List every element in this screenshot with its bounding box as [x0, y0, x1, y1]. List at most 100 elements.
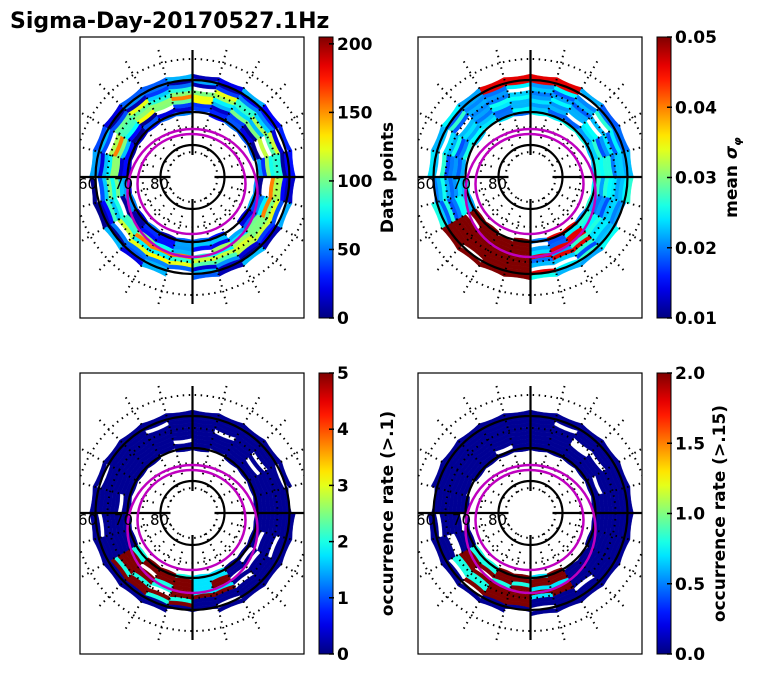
- dotted-mlt-spoke: [494, 551, 522, 644]
- figure-title: Sigma-Day-20170527.1Hz: [10, 9, 329, 34]
- colorbar-tick-label: 0.5: [675, 575, 705, 595]
- colorbar-tick-label: 1.5: [675, 434, 705, 454]
- colorbar-tick-label: 0.0: [675, 645, 705, 665]
- axes-frame: [79, 36, 305, 319]
- dotted-mlt-spoke: [212, 524, 304, 579]
- colorbar-label: occurrence rate (>.1): [378, 411, 398, 616]
- dotted-mlt-spoke: [494, 215, 522, 308]
- dotted-mlt-spoke: [96, 540, 165, 610]
- auroral-oval-overlays: [464, 127, 597, 259]
- dotted-mlt-spoke: [124, 395, 182, 493]
- colorbar-tick-label: 2.0: [675, 364, 705, 384]
- dotted-mlt-spoke: [96, 416, 165, 486]
- panel-top-left: 60 70 80 0 50 100 150 200 Data points: [78, 35, 398, 329]
- dotted-mlt-spoke: [201, 551, 229, 644]
- dotted-mlt-spoke: [220, 80, 289, 150]
- lat-label-70: 70: [114, 175, 133, 193]
- plot-area: 60 70 80: [416, 46, 642, 308]
- plot-area: 60 70 80: [418, 382, 642, 644]
- dotted-mlt-spoke: [156, 215, 184, 308]
- axes-frame: [79, 372, 305, 655]
- dotted-mlt-spoke: [558, 416, 627, 486]
- colorbar-tick-label: 0.03: [675, 169, 717, 189]
- auroral-oval-overlays: [126, 463, 259, 595]
- colorbar-tick-label: 4: [337, 420, 349, 440]
- dotted-mlt-spoke: [418, 446, 511, 502]
- oval-boundary-outer: [464, 127, 597, 259]
- dotted-mlt-spoke: [434, 416, 503, 486]
- heatmap-bins: [427, 409, 634, 617]
- dotted-mlt-spoke: [220, 540, 289, 610]
- colorbar-tick-label: 50: [337, 240, 361, 260]
- dotted-mlt-spoke: [124, 197, 182, 295]
- dotted-mlt-spoke: [539, 551, 567, 644]
- colorbar-tick-label: 200: [337, 35, 373, 55]
- lat-label-60: 60: [416, 175, 435, 193]
- dotted-mlt-spoke: [156, 46, 184, 139]
- dotted-mlt-spoke: [220, 416, 289, 486]
- dotted-mlt-spoke: [124, 533, 182, 631]
- dotted-mlt-spoke: [156, 551, 184, 644]
- colorbar-tick-label: 5: [337, 364, 349, 384]
- dotted-mlt-spoke: [212, 188, 304, 243]
- colorbar-tick-label: 100: [337, 172, 373, 192]
- lat-label-80: 80: [488, 511, 507, 529]
- lat-label-70: 70: [452, 175, 471, 193]
- latitude-circles: [418, 50, 642, 304]
- lat-label-70: 70: [114, 511, 133, 529]
- colorbar-tick-label: 0: [337, 309, 349, 329]
- dotted-mlt-spoke: [434, 540, 503, 610]
- dotted-mlt-spoke: [96, 80, 165, 150]
- axes-frame: [417, 372, 643, 655]
- colorbar-tick-label: 1: [337, 589, 349, 609]
- latitude-circles: [80, 50, 304, 304]
- dotted-mlt-spoke: [462, 197, 520, 295]
- lat-label-70: 70: [452, 511, 471, 529]
- dotted-mlt-spoke: [212, 447, 304, 502]
- lat-label-60: 60: [78, 511, 97, 529]
- oval-boundary-inner: [136, 132, 247, 236]
- dotted-mlt-spoke: [201, 382, 229, 475]
- dotted-mlt-spoke: [203, 59, 261, 157]
- dotted-mlt-spoke: [539, 382, 567, 475]
- dotted-lat-circle: [166, 487, 219, 539]
- dotted-mlt-spoke: [201, 215, 229, 308]
- lat-label-60: 60: [78, 175, 97, 193]
- dotted-mlt-spoke: [539, 46, 567, 139]
- colorbar: 0.0 0.5 1.0 1.5 2.0 occurrence rate (>.15): [656, 364, 730, 665]
- colorbar-label: Data points: [378, 122, 398, 233]
- dotted-mlt-spoke: [80, 524, 173, 580]
- colorbar-tick-label: 3: [337, 476, 349, 496]
- colorbar-label: occurrence rate (>.15): [710, 405, 730, 622]
- dotted-mlt-spoke: [541, 533, 599, 631]
- lat-label-80: 80: [488, 175, 507, 193]
- oval-boundary-inner: [136, 468, 247, 572]
- dotted-mlt-spoke: [558, 540, 627, 610]
- panel-top-right: 60 70 80 0.01 0.02 0.03 0.04 0.05 mean σφ: [416, 28, 744, 329]
- dotted-mlt-spoke: [418, 524, 511, 580]
- dotted-lat-circle: [504, 151, 557, 203]
- lat-label-80: 80: [150, 175, 169, 193]
- colorbar-gradient: [318, 36, 334, 319]
- dotted-mlt-spoke: [558, 80, 627, 150]
- dotted-mlt-spoke: [203, 197, 261, 295]
- colorbar-tick-label: 0.04: [675, 98, 717, 118]
- dotted-mlt-spoke: [550, 447, 642, 502]
- dotted-mlt-spoke: [203, 533, 261, 631]
- colorbar: 0.01 0.02 0.03 0.04 0.05 mean σφ: [656, 28, 744, 329]
- dotted-mlt-spoke: [462, 533, 520, 631]
- colorbar: 0 50 100 150 200 Data points: [318, 35, 398, 329]
- dotted-mlt-spoke: [96, 204, 165, 274]
- plot-area: 60 70 80: [78, 382, 304, 644]
- dotted-mlt-spoke: [220, 204, 289, 274]
- colorbar-tick-label: 150: [337, 103, 373, 123]
- dotted-mlt-spoke: [541, 197, 599, 295]
- dotted-lat-circle: [166, 151, 219, 203]
- dotted-mlt-spoke: [80, 110, 173, 166]
- dotted-mlt-spoke: [156, 382, 184, 475]
- colorbar-tick-label: 2: [337, 533, 349, 553]
- dotted-mlt-spoke: [550, 188, 642, 243]
- latitude-circles: [418, 386, 642, 640]
- dotted-mlt-spoke: [418, 188, 511, 244]
